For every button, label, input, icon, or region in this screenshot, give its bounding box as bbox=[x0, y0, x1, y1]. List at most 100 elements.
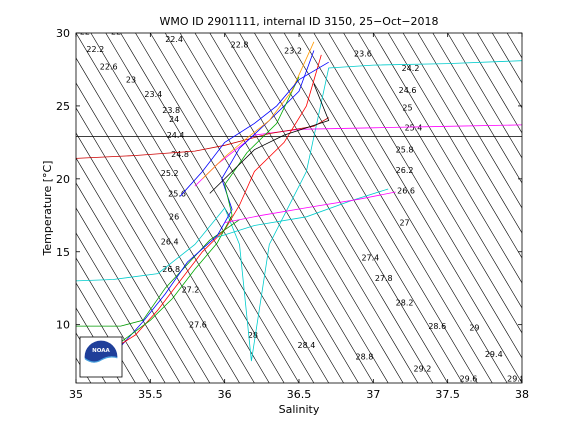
isopycnal-label: 27 bbox=[399, 219, 409, 228]
profile-line bbox=[194, 124, 522, 187]
isopycnal-line bbox=[76, 33, 285, 383]
chart-title: WMO ID 2901111, internal ID 3150, 25−Oct… bbox=[159, 15, 438, 28]
isopycnal-label: 24 bbox=[169, 115, 179, 124]
profile-series bbox=[76, 41, 522, 368]
isopycnal-label: 26.8 bbox=[162, 265, 180, 274]
isopycnal-line bbox=[0, 33, 46, 383]
isopycnal-label: 25.6 bbox=[168, 189, 186, 198]
isopycnal-label: 27.4 bbox=[361, 254, 379, 263]
isopycnal-line bbox=[224, 33, 434, 383]
x-tick-label: 37 bbox=[366, 388, 380, 401]
isopycnal-label: 23 bbox=[126, 76, 136, 85]
profile-line bbox=[76, 219, 240, 327]
isopycnal-label: 24.2 bbox=[402, 64, 420, 73]
profile-line bbox=[209, 83, 330, 194]
isopycnal-line bbox=[150, 33, 359, 383]
noaa-logo-text: NOAA bbox=[92, 348, 110, 354]
isopycnal-line bbox=[164, 33, 374, 383]
x-tick-label: 36.5 bbox=[287, 388, 312, 401]
profile-line bbox=[224, 191, 396, 223]
isopycnal-line bbox=[506, 33, 522, 59]
profile-line bbox=[76, 117, 329, 159]
isopycnal-label: 26.2 bbox=[396, 166, 414, 175]
isopycnal-line bbox=[105, 33, 315, 383]
isopycnal-label: 28.6 bbox=[428, 322, 446, 331]
y-tick-label: 10 bbox=[56, 319, 70, 332]
isopycnal-label: 22 bbox=[111, 27, 121, 36]
isopycnal-label: 29.2 bbox=[413, 364, 431, 373]
isopycnal-line bbox=[537, 33, 576, 383]
isopycnal-line bbox=[179, 33, 389, 383]
isopycnal-line bbox=[269, 33, 478, 383]
isopycnal-line bbox=[283, 33, 493, 383]
isopycnal-label: 28 bbox=[248, 331, 258, 340]
isopycnal-label: 22.6 bbox=[100, 62, 118, 71]
isopycnal-line bbox=[328, 33, 522, 359]
isopycnal-line bbox=[343, 33, 522, 334]
profile-line bbox=[90, 50, 315, 368]
isopycnal-label: 25 bbox=[402, 103, 412, 112]
isopycnal-label: 26 bbox=[169, 213, 179, 222]
isopycnal-label: 29.4 bbox=[485, 350, 503, 359]
isopycnal-line bbox=[567, 33, 576, 383]
isopycnal-line bbox=[76, 282, 136, 383]
isopycnal-line bbox=[76, 107, 240, 383]
y-tick-label: 20 bbox=[56, 173, 70, 186]
isopycnal-label: 27.6 bbox=[189, 321, 207, 330]
isopycnal-line bbox=[552, 33, 576, 383]
isopycnal-label: 23.8 bbox=[162, 106, 180, 115]
isopycnal-line bbox=[0, 33, 2, 383]
isopycnal-line bbox=[402, 33, 522, 234]
isopycnal-line bbox=[298, 33, 508, 383]
isopycnal-label: 27.2 bbox=[182, 286, 200, 295]
isopycnal-line bbox=[209, 33, 419, 383]
isopycnal-label: 26.6 bbox=[397, 186, 415, 195]
isopycnal-line bbox=[358, 33, 522, 309]
profile-line bbox=[179, 61, 329, 197]
isopycnal-line bbox=[90, 33, 300, 383]
profile-line bbox=[105, 54, 322, 355]
isopycnal-line bbox=[373, 33, 522, 284]
x-tick-label: 35.5 bbox=[138, 388, 163, 401]
isopycnal-label: 23.6 bbox=[354, 49, 372, 58]
profile-line bbox=[76, 60, 522, 362]
y-axis-label: Temperature [°C] bbox=[41, 161, 54, 257]
y-axis: 10 15 20 25 30 bbox=[56, 27, 522, 332]
isopycnal-line bbox=[76, 132, 225, 383]
isopycnal-line bbox=[76, 307, 121, 383]
x-tick-label: 36 bbox=[218, 388, 232, 401]
y-tick-label: 30 bbox=[56, 27, 70, 40]
isopycnal-label: 22.8 bbox=[231, 41, 249, 50]
isopycnal-label: 25.2 bbox=[161, 169, 179, 178]
profile-line bbox=[202, 41, 315, 180]
profile-line bbox=[217, 188, 389, 238]
isopycnal-line bbox=[76, 157, 211, 383]
isopycnal-line bbox=[477, 33, 522, 109]
isopycnal-line bbox=[0, 33, 31, 383]
isopycnal-label: 28.2 bbox=[396, 299, 414, 308]
isopycnal-line bbox=[76, 57, 270, 383]
isopycnal-line bbox=[447, 33, 522, 159]
isopycnal-line bbox=[432, 33, 522, 184]
isopycnal-label: 28.8 bbox=[356, 353, 374, 362]
isopycnal-contours bbox=[0, 33, 576, 383]
isopycnal-line bbox=[194, 33, 404, 383]
isopycnal-label: 24.8 bbox=[171, 150, 189, 159]
isopycnal-label: 29.6 bbox=[460, 375, 478, 384]
isopycnal-line bbox=[76, 207, 181, 383]
isopycnal-line bbox=[135, 33, 344, 383]
x-axis-label: Salinity bbox=[279, 403, 320, 416]
noaa-logo-icon: NOAA bbox=[79, 336, 123, 378]
isopycnal-label: 23.2 bbox=[284, 46, 302, 55]
x-axis: 35 35.5 36 36.5 37 37.5 38 bbox=[69, 33, 529, 401]
isopycnal-line bbox=[462, 33, 522, 134]
isopycnal-line bbox=[76, 82, 255, 383]
profile-line bbox=[120, 76, 300, 343]
isopycnal-label: 26.4 bbox=[161, 237, 179, 246]
isopycnal-label: 29 bbox=[469, 324, 479, 333]
isopycnal-label: 22.2 bbox=[86, 45, 104, 54]
isopycnal-line bbox=[0, 33, 17, 383]
y-tick-label: 15 bbox=[56, 246, 70, 259]
isopycnal-line bbox=[492, 33, 522, 84]
